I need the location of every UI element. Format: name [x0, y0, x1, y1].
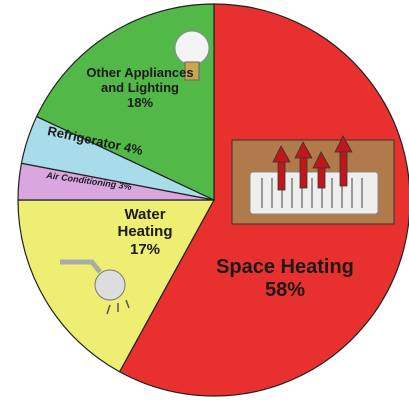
- pie-slice: [35, 3, 215, 201]
- category-label: Space Heating: [216, 256, 354, 278]
- vent-photo: [231, 135, 395, 225]
- category-label: Water Heating: [117, 206, 173, 241]
- slice-label: Water Heating 17%: [100, 206, 190, 258]
- shower-icon: [60, 259, 130, 315]
- value-label: 58%: [264, 279, 306, 301]
- bulb-icon: [174, 30, 210, 81]
- category-label: Other Appliances and Lighting: [86, 65, 194, 95]
- value-label: 18%: [126, 94, 154, 110]
- value-label: 17%: [129, 240, 161, 258]
- slice-label: Space Heating 58%: [190, 256, 380, 302]
- value-label: 4%: [122, 139, 145, 158]
- value-label: 3%: [118, 180, 133, 192]
- slice-label: Other Appliances and Lighting 18%: [80, 65, 200, 111]
